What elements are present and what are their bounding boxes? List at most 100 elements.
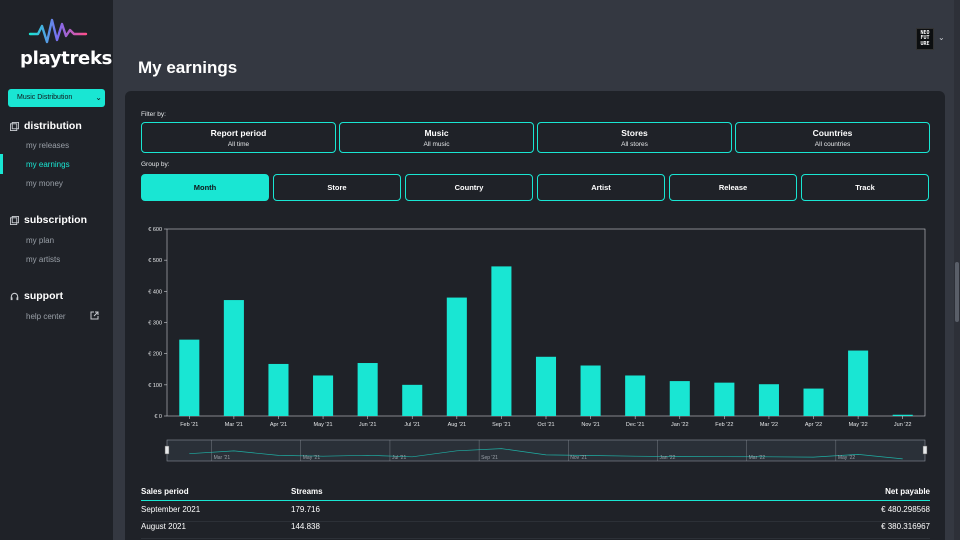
x-tick-label: Dec '21: [626, 422, 644, 428]
group-track-button[interactable]: Track: [801, 174, 929, 201]
cell-streams: 179.716: [291, 505, 320, 514]
x-tick-label: Mar '21: [225, 422, 243, 428]
table-row: August 2021 144.838 € 380.316967: [141, 522, 930, 539]
sidebar-item-my-money[interactable]: my money: [26, 179, 63, 188]
x-tick-label: May '21: [314, 422, 333, 428]
cell-net-payable: € 380.316967: [881, 522, 930, 531]
x-tick-label: Mar '22: [760, 422, 778, 428]
chart-bar: [179, 339, 200, 416]
navigator-label: Jul '21: [392, 455, 407, 461]
chart-bar: [625, 375, 646, 416]
x-tick-label: Jul '21: [404, 422, 420, 428]
chart-bar: [535, 356, 557, 416]
filter-label: Filter by:: [141, 111, 166, 118]
navigator-label: Nov '21: [570, 455, 587, 461]
range-navigator: [166, 439, 926, 462]
earnings-bar-chart: € 0 € 100 € 200 € 300 € 400 € 500 € 600 Feb '21…: [148, 227, 928, 462]
sidebar-item-my-plan[interactable]: my plan: [26, 236, 55, 245]
navigator-label: Mar '22: [749, 455, 766, 461]
filter-title: Music: [424, 128, 449, 138]
x-tick-label: Apr '22: [805, 422, 822, 428]
cell-net-payable: € 480.298568: [881, 505, 930, 514]
y-tick-label: € 100: [148, 383, 162, 389]
logo-text: playtreks: [20, 48, 113, 69]
avatar[interactable]: NEO FUT URE: [916, 28, 934, 50]
chart-bar: [803, 388, 824, 416]
cell-sales-period: September 2021: [141, 505, 201, 514]
logo-wave-icon: [28, 18, 88, 44]
chart-bar: [580, 365, 601, 416]
chart-bar: [402, 384, 423, 416]
y-tick-label: € 500: [148, 258, 162, 264]
chevron-down-icon: ⌄: [95, 93, 102, 102]
navigator-series: [189, 448, 903, 460]
filter-music[interactable]: Music All music: [339, 122, 534, 153]
external-link-icon[interactable]: [90, 311, 99, 320]
nav-section-title: subscription: [24, 214, 88, 226]
chart-bar: [223, 300, 244, 416]
sidebar-item-my-artists[interactable]: my artists: [26, 255, 61, 264]
navigator-label: May '22: [838, 455, 856, 461]
group-country-button[interactable]: Country: [405, 174, 533, 201]
group-label: Group by:: [141, 161, 170, 168]
x-tick-label: Jun '22: [894, 422, 912, 428]
column-header-net-payable[interactable]: Net payable: [885, 487, 930, 496]
group-store-button[interactable]: Store: [273, 174, 401, 201]
chart-bar: [313, 375, 334, 416]
nav-section-support: support: [10, 290, 63, 302]
x-tick-label: Apr '21: [270, 422, 287, 428]
chart-bar: [357, 363, 378, 416]
nav-section-title: distribution: [24, 120, 82, 132]
active-indicator: [0, 154, 3, 174]
filter-value: All music: [423, 141, 450, 148]
group-release-button[interactable]: Release: [669, 174, 797, 201]
x-tick-label: Jun '21: [359, 422, 377, 428]
chart-bar: [714, 382, 735, 416]
navigator-label: Mar '21: [214, 455, 231, 461]
group-month-button[interactable]: Month: [141, 174, 269, 201]
group-artist-button[interactable]: Artist: [537, 174, 665, 201]
filter-value: All time: [227, 141, 250, 148]
subscription-icon: [10, 215, 19, 225]
x-tick-label: Oct '21: [537, 422, 554, 428]
chart-bar: [848, 350, 869, 416]
x-tick-label: Feb '21: [180, 422, 198, 428]
x-tick-label: Aug '21: [448, 422, 466, 428]
chart-bar: [268, 363, 289, 416]
chart-bar: [758, 384, 779, 416]
sidebar: playtreks Music Distribution ⌄ distribut…: [0, 0, 113, 540]
column-header-sales-period[interactable]: Sales period: [141, 487, 189, 496]
chart-bar: [892, 414, 913, 416]
chevron-down-icon[interactable]: ⌄: [938, 33, 945, 42]
navigator-label: May '21: [303, 455, 321, 461]
x-tick-label: Sep '21: [492, 422, 510, 428]
chart-bar: [446, 297, 467, 416]
filter-value: All stores: [621, 141, 648, 148]
sidebar-item-my-releases[interactable]: my releases: [26, 141, 70, 150]
nav-section-subscription: subscription: [10, 214, 87, 226]
filter-stores[interactable]: Stores All stores: [537, 122, 732, 153]
filter-report-period[interactable]: Report period All time: [141, 122, 336, 153]
nav-section-distribution: distribution: [10, 120, 82, 132]
navigator-label: Sep '21: [481, 455, 498, 461]
y-tick-label: € 300: [148, 321, 162, 327]
filter-title: Countries: [812, 128, 853, 138]
x-tick-label: Jan '22: [671, 422, 689, 428]
sidebar-item-my-earnings[interactable]: my earnings: [26, 160, 70, 169]
distribution-select[interactable]: Music Distribution ⌄: [8, 89, 105, 107]
filter-countries[interactable]: Countries All countries: [735, 122, 930, 153]
scrollbar[interactable]: [954, 0, 960, 540]
navigator-handle[interactable]: [922, 445, 928, 455]
column-header-streams[interactable]: Streams: [291, 487, 323, 496]
filter-title: Report period: [210, 128, 267, 138]
playtreks-logo[interactable]: playtreks: [18, 16, 112, 69]
navigator-handle[interactable]: [164, 445, 170, 455]
sidebar-item-help-center[interactable]: help center: [26, 312, 66, 321]
chart-bar: [491, 266, 512, 416]
page-title: My earnings: [138, 58, 238, 77]
distribution-icon: [10, 121, 19, 131]
scrollbar-thumb[interactable]: [955, 262, 959, 322]
x-tick-label: Feb '22: [715, 422, 733, 428]
y-tick-label: € 600: [148, 227, 162, 233]
distribution-select-label: Music Distribution: [17, 94, 73, 101]
